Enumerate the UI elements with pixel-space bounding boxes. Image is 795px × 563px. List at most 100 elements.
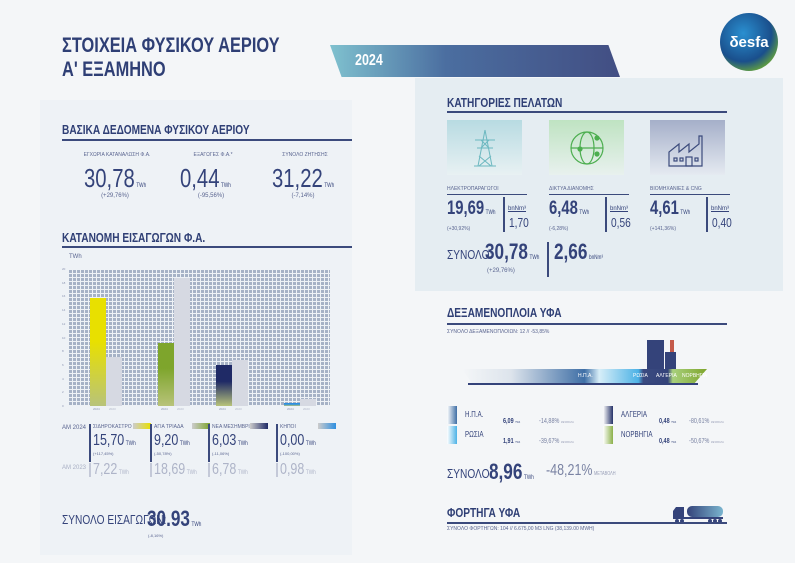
origin-name: ΝΟΡΒΗΓΙΑ [621,430,653,439]
y-tick: 20 [62,267,66,271]
customer-figure: 19,69 TWh [447,198,509,220]
customers-title: ΚΑΤΗΓΟΡΙΕΣ ΠΕΛΑΤΩΝ [447,95,563,110]
divider [150,424,152,462]
customers-total: 30,78 TWh [485,239,555,265]
basic-figure: 31,22 TWh [272,163,352,194]
origin-figure: 0,48 TWh [659,410,681,428]
origin-swatch [603,406,613,424]
y-axis-unit: TWh [69,254,82,260]
ship-waterline [468,383,698,385]
customer-label: ΗΛΕΚΤΡΟΠΑΡΑΓΩΓΟΙ [447,186,499,192]
bar-2024-2 [216,364,232,406]
basic-figure-value: 30,78 [84,163,135,193]
y-tick: 10 [62,335,66,340]
import-swatch [250,423,268,429]
trucks-subtitle: ΣΥΝΟΛΟ ΦΟΡΤΗΓΩΝ: 104 // 6.675,00 M3 LNG … [447,526,595,532]
import-2024-unit: TWh [305,441,316,447]
lng-total-label: ΣΥΝΟΛΟ: [447,466,493,481]
customers-total-bnm-unit: bnNm³ [588,255,604,261]
divider [276,463,278,477]
customer-bnm-value: 0,40 [712,215,732,230]
import-2023-unit: TWh [186,470,197,476]
customers-total-bnm-group: 2,66 bnNm³ [554,239,617,265]
ship-funnel [665,352,676,370]
import-2024-unit: TWh [179,441,190,447]
y-tick: 4 [62,376,64,381]
import-2023: 18,69 TWh [154,461,209,479]
origin-figure-unit: TWh [671,440,677,444]
customer-figure-unit: TWh [680,210,691,216]
customer-bnm-label: bnNm³ [508,206,527,212]
power-pylon-icon [447,120,522,175]
y-tick: 18 [62,280,66,285]
basic-change: (+29,76%) [101,193,129,199]
basic-figure-value: 0,44 [180,163,220,193]
divider [447,323,727,325]
import-2024: 6,03 TWh [212,432,258,450]
y-tick: 6 [62,362,64,367]
customer-bnm-value: 1,70 [509,215,529,230]
basic-data-title: ΒΑΣΙΚΑ ΔΕΔΟΜΕΝΑ ΦΥΣΙΚΟΥ ΑΕΡΙΟΥ [62,122,250,137]
lng-total-change-group: -48,21% ΜΕΤΑΒΟΛΗ [546,462,635,480]
row-label-2023: ΑΜ 2023 [62,465,87,471]
customers-total-bnm: 2,66 [554,239,588,264]
import-2023: 7,22 TWh [93,461,139,479]
divider [276,424,278,462]
origin-figure: 0,48 TWh [659,430,681,448]
divider [447,111,727,113]
customer-label: ΔΙΚΤΥΑ ΔΙΑΝΟΜΗΣ [549,186,594,192]
customers-total-change: (+29,76%) [487,268,515,274]
origin-change: -80,61% ΜΕΤΑΒΟΛΗ [689,410,734,428]
basic-label: ΕΞΑΓΩΓΕΣ Φ.Α.* [193,152,233,158]
import-2023-unit: TWh [305,470,316,476]
origin-change-value: -39,67% [539,438,560,445]
origin-swatch [447,426,457,444]
origin-change-value: -80,61% [689,418,710,425]
x-tick-2024: 2024 [287,407,294,411]
year-label: 2024 [355,52,383,69]
ship-label-norway: ΝΟΡΒΗΓΙΑ [682,373,708,379]
globe-network-icon [549,120,624,175]
divider [89,463,91,477]
origin-change-unit: ΜΕΤΑΒΟΛΗ [560,440,574,444]
origin-change-value: -50,67% [689,438,710,445]
divider [208,463,210,477]
origin-swatch [447,406,457,424]
import-change: (+117,45%) [93,451,114,456]
title-line-1: ΣΤΟΙΧΕΙΑ ΦΥΣΙΚΟΥ ΑΕΡΙΟΥ [62,34,280,57]
origin-change: -39,67% ΜΕΤΑΒΟΛΗ [539,430,584,448]
basic-figure-unit: TWh [136,183,147,189]
import-swatch [192,423,210,429]
import-2024: 0,00 TWh [280,432,326,450]
bar-2023-0 [106,356,122,406]
desfa-logo: δesfa [720,13,778,71]
basic-label: ΕΓΧΩΡΙΑ ΚΑΤΑΝΑΛΩΣΗ Φ.Α. [83,152,151,158]
lng-title: ΔΕΞΑΜΕΝΟΠΛΟΙΑ ΥΦΑ [447,305,562,320]
y-tick: 2 [62,390,64,395]
import-2024: 15,70 TWh [93,432,148,450]
import-point-label: ΑΓΙΑ ΤΡΙΑΔΑ [154,424,184,430]
customer-bnm-value: 0,56 [611,215,631,230]
import-2024-unit: TWh [237,441,248,447]
divider [447,522,727,524]
origin-change: -50,67% ΜΕΤΑΒΟΛΗ [689,430,734,448]
ship-label-russia: ΡΩΣΙΑ [633,373,648,379]
imports-total-unit: TWh [191,522,202,528]
x-tick-2023: 2023 [303,407,310,411]
customers-total-value: 30,78 [485,239,528,264]
ship-label-algeria: ΑΛΓΕΡΙΑ [656,373,677,379]
y-tick: 12 [62,321,66,326]
year-banner [330,45,620,77]
origin-change-unit: ΜΕΤΑΒΟΛΗ [710,440,724,444]
lng-truck-icon [672,504,724,529]
origin-name: ΡΩΣΙΑ [465,430,484,439]
divider [650,194,730,195]
lng-total-change: -48,21% [546,462,593,479]
origin-figure: 6,09 TWh [503,410,525,428]
import-2023-unit: TWh [118,470,129,476]
imports-chart [68,269,330,406]
divider [208,424,210,462]
lng-total: 8,96 TWh [489,459,547,485]
import-2024-unit: TWh [125,441,136,447]
customer-change: (+141,36%) [650,226,676,232]
